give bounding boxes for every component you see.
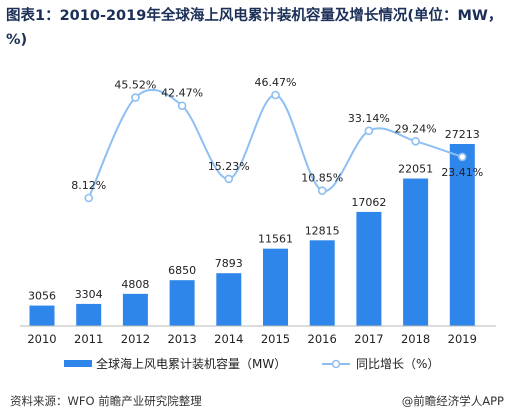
legend-line-marker — [331, 359, 341, 369]
bar-2012 — [122, 293, 148, 326]
bar-label-2019: 27213 — [445, 128, 480, 141]
growth-point-2013 — [177, 101, 187, 111]
bar-label-2011: 3304 — [75, 288, 103, 301]
growth-label-2014: 15.23% — [208, 160, 250, 173]
bar-label-2018: 22051 — [398, 163, 433, 176]
growth-label-2016: 10.85% — [301, 172, 343, 185]
growth-point-2018 — [411, 136, 420, 146]
bar-label-2010: 3056 — [28, 290, 56, 303]
bar-label-2014: 7893 — [215, 257, 243, 270]
x-tick-2019: 2019 — [448, 332, 477, 346]
x-tick-2010: 2010 — [27, 332, 56, 346]
bar-2014 — [216, 273, 242, 326]
x-tick-2017: 2017 — [354, 332, 383, 346]
legend-line-label: 同比增长（%） — [356, 357, 439, 371]
bar-2019 — [449, 144, 475, 326]
x-tick-2015: 2015 — [261, 332, 290, 346]
growth-label-2019: 23.41% — [441, 166, 483, 179]
chart-title: 图表1：2010-2019年全球海上风电累计装机容量及增长情况(单位：MW，%) — [6, 8, 503, 48]
x-tick-2018: 2018 — [401, 332, 430, 346]
bar-2017 — [356, 211, 382, 326]
growth-label-2012: 45.52% — [114, 79, 156, 92]
growth-label-2011: 8.12% — [71, 179, 106, 192]
bar-label-2015: 11561 — [258, 233, 293, 246]
x-tick-2012: 2012 — [121, 332, 150, 346]
growth-point-2017 — [364, 126, 374, 136]
growth-point-2014 — [224, 174, 234, 184]
growth-point-2012 — [131, 93, 140, 102]
bar-2018 — [403, 178, 429, 326]
growth-point-2011 — [84, 193, 93, 203]
growth-point-2016 — [317, 186, 327, 195]
growth-point-2019 — [457, 152, 467, 162]
bar-series — [29, 144, 475, 326]
growth-label-2018: 29.24% — [395, 122, 437, 135]
x-axis: 2010 2011 2012 2013 2014 2015 2016 2017 2018 2019 — [20, 325, 496, 346]
bar-value-labels: 3056 3304 4808 6850 7893 11561 12815 17062 22051… — [28, 128, 480, 303]
bar-2011 — [76, 303, 102, 326]
growth-point-2015 — [271, 90, 280, 100]
x-tick-2016: 2016 — [308, 332, 337, 346]
line-value-labels: 8.12% 45.52% 42.47% 15.23% 46.47% 10.85% 33.14… — [71, 76, 483, 192]
bar-2016 — [309, 240, 335, 326]
x-tick-2011: 2011 — [74, 332, 103, 346]
bar-2015 — [263, 248, 288, 326]
growth-label-2017: 33.14% — [348, 112, 390, 125]
bar-2010 — [29, 305, 55, 326]
source-note: 资料来源：WFO 前瞻产业研究院整理 — [10, 394, 202, 408]
bar-2013 — [169, 280, 195, 326]
legend-bar-label: 全球海上风电累计装机容量（MW） — [96, 356, 286, 371]
growth-label-2013: 42.47% — [161, 87, 203, 100]
legend-bar-swatch — [64, 360, 92, 367]
bar-label-2016: 12815 — [305, 224, 340, 237]
growth-label-2015: 46.47% — [255, 76, 297, 89]
x-tick-2013: 2013 — [167, 332, 196, 346]
brand-credit: @前瞻经济学人APP — [401, 394, 504, 408]
x-tick-2014: 2014 — [214, 332, 243, 346]
growth-line-series — [84, 88, 467, 203]
bar-label-2017: 17062 — [351, 196, 386, 209]
bar-label-2013: 6850 — [168, 264, 196, 277]
legend: 全球海上风电累计装机容量（MW） 同比增长（%） — [64, 356, 439, 371]
bar-label-2012: 4808 — [121, 278, 149, 291]
